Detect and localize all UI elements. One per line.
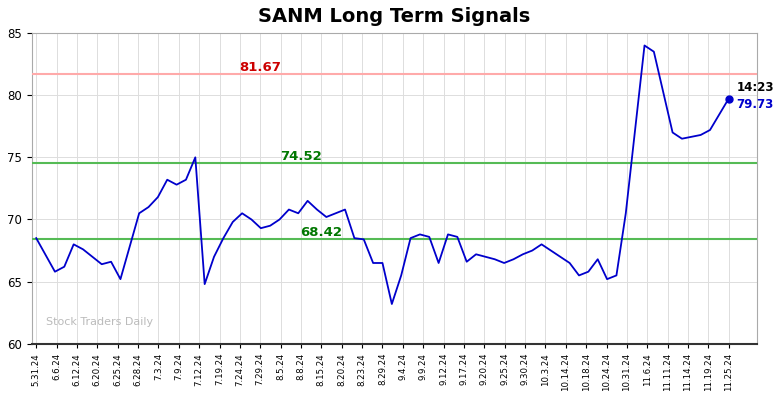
Text: Stock Traders Daily: Stock Traders Daily (46, 317, 153, 327)
Text: 14:23: 14:23 (736, 81, 774, 94)
Text: 68.42: 68.42 (300, 226, 343, 239)
Text: 79.73: 79.73 (736, 98, 774, 111)
Text: 74.52: 74.52 (280, 150, 322, 163)
Text: 81.67: 81.67 (239, 61, 281, 74)
Title: SANM Long Term Signals: SANM Long Term Signals (258, 7, 530, 26)
